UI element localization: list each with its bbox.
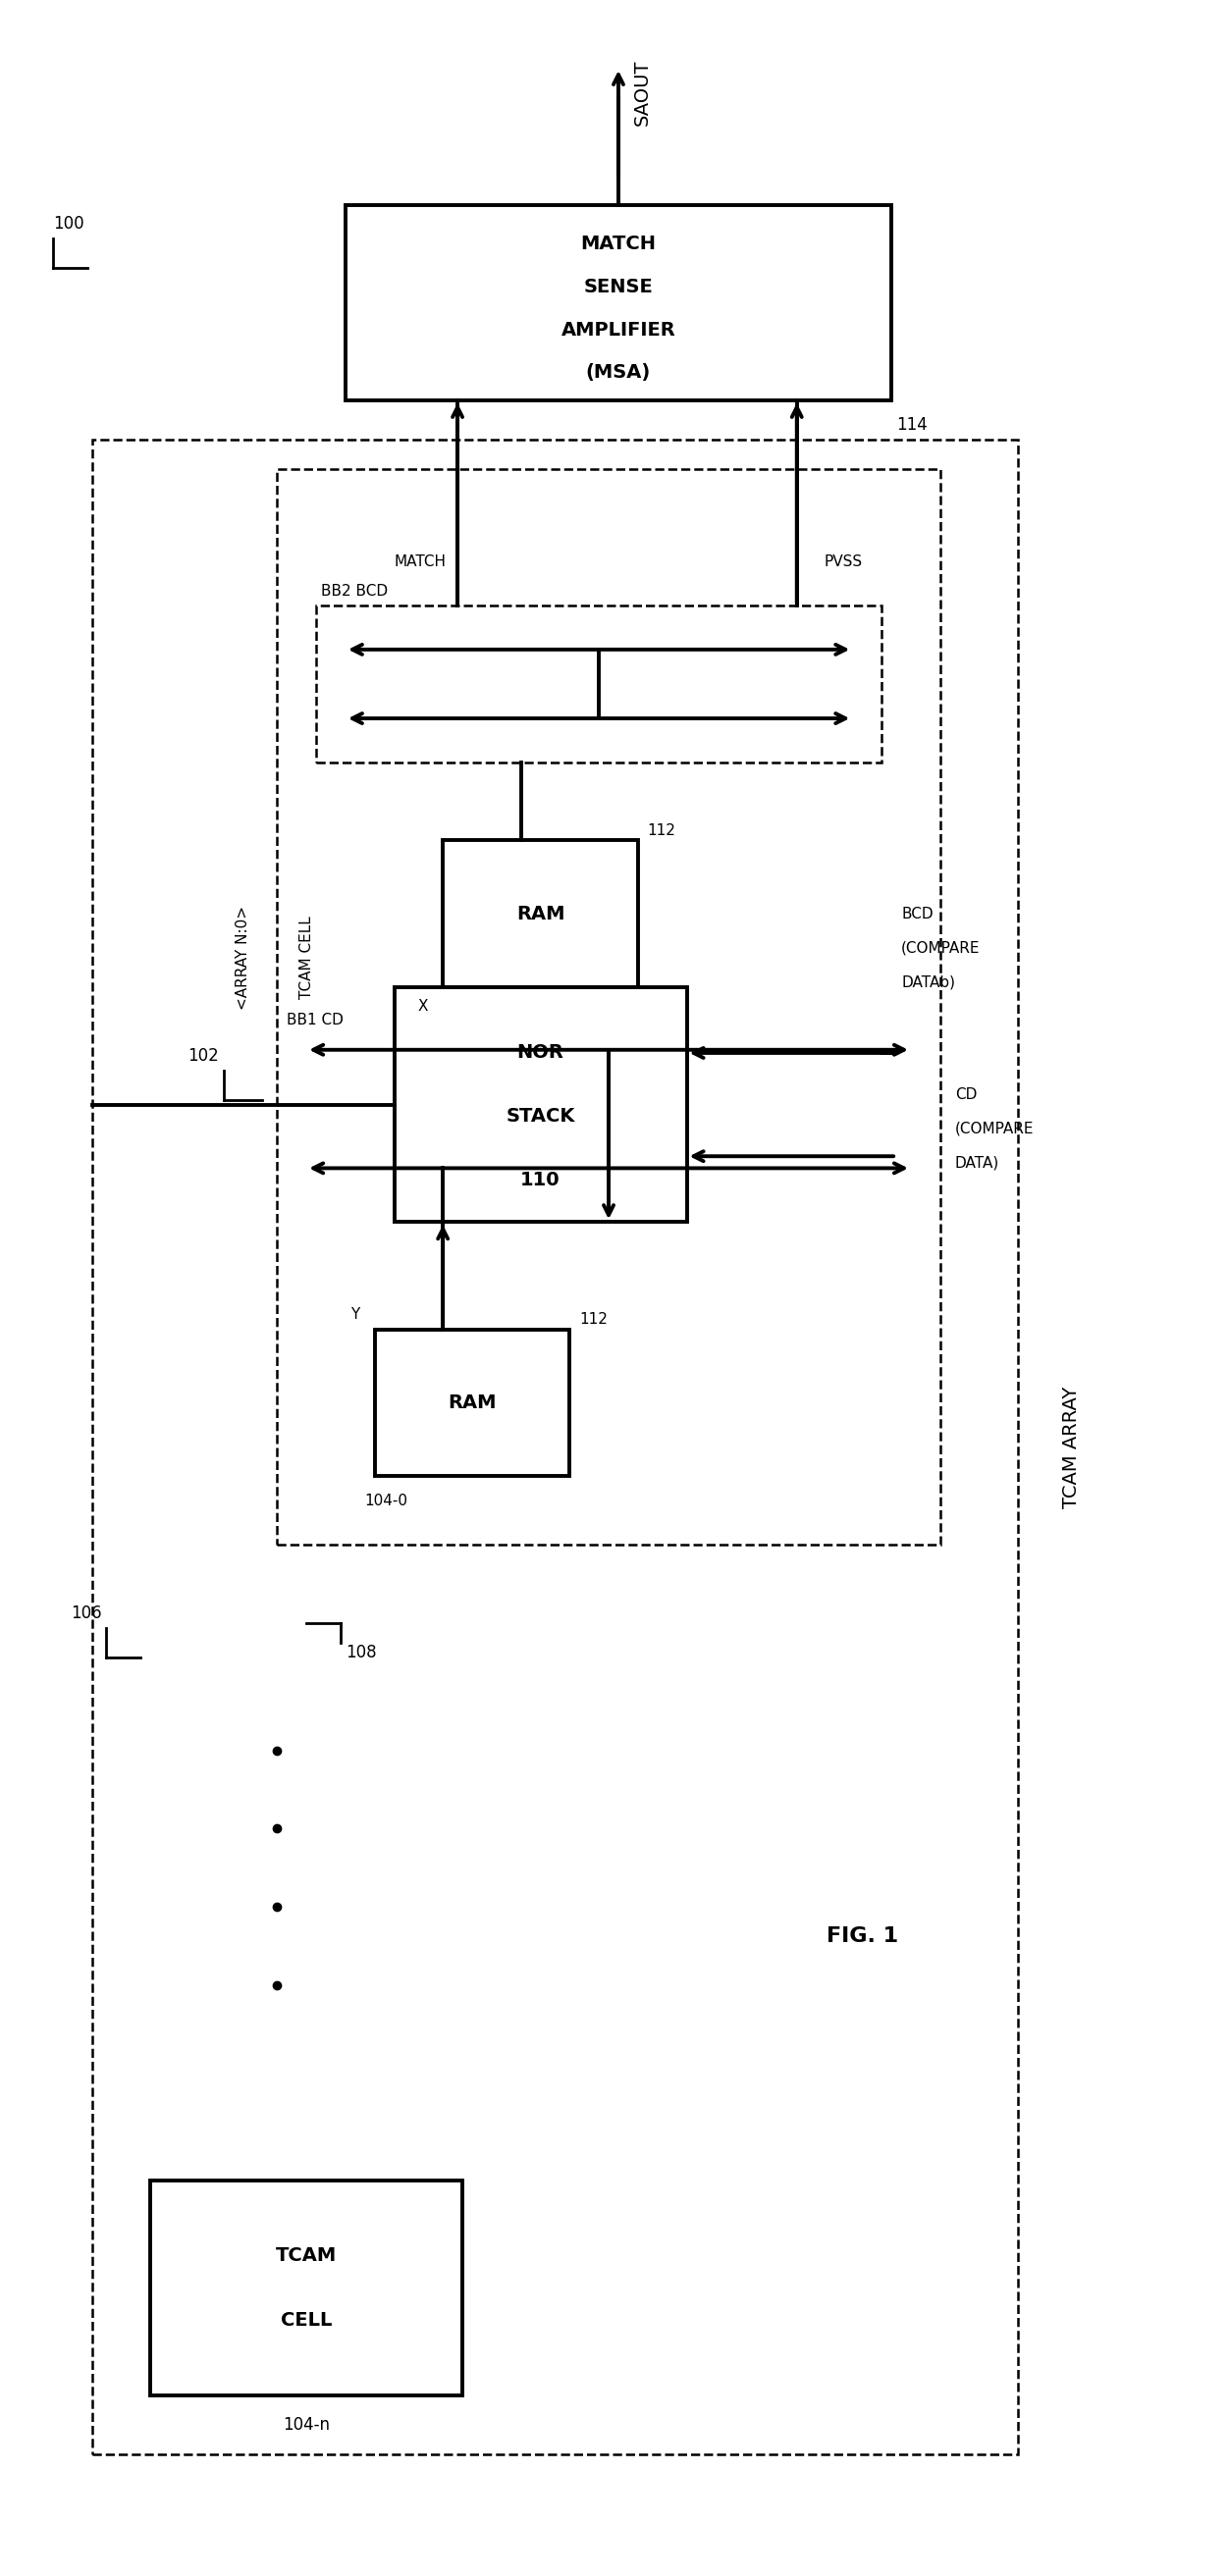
Bar — [375, 1329, 570, 1476]
Text: STACK: STACK — [506, 1108, 575, 1126]
Text: TCAM ARRAY: TCAM ARRAY — [1062, 1386, 1081, 1507]
Text: DATAb): DATAb) — [901, 974, 955, 989]
Text: RAM: RAM — [448, 1394, 496, 1412]
Text: (COMPARE: (COMPARE — [955, 1121, 1034, 1136]
Text: X: X — [418, 999, 429, 1015]
Text: MATCH: MATCH — [394, 554, 446, 569]
Bar — [316, 605, 882, 762]
Text: TCAM CELL: TCAM CELL — [298, 917, 313, 999]
Text: 104-n: 104-n — [282, 2416, 330, 2434]
Text: 108: 108 — [345, 1643, 377, 1662]
Text: CD: CD — [955, 1087, 976, 1103]
Text: 104-0: 104-0 — [365, 1494, 408, 1507]
Text: <ARRAY N:0>: <ARRAY N:0> — [236, 907, 251, 1010]
Bar — [345, 204, 892, 399]
Text: (COMPARE: (COMPARE — [901, 940, 980, 956]
Text: SAOUT: SAOUT — [632, 59, 652, 126]
Text: SENSE: SENSE — [583, 278, 653, 296]
Text: PVSS: PVSS — [824, 554, 862, 569]
Text: FIG. 1: FIG. 1 — [826, 1927, 898, 1945]
Text: BB2 BCD: BB2 BCD — [321, 585, 388, 598]
Text: 102: 102 — [188, 1046, 219, 1064]
Text: CELL: CELL — [281, 2311, 332, 2329]
Text: (MSA): (MSA) — [586, 363, 651, 381]
Text: DATA): DATA) — [955, 1157, 1000, 1170]
Text: 110: 110 — [521, 1170, 560, 1190]
Text: BCD: BCD — [901, 907, 933, 922]
Bar — [92, 440, 1018, 2455]
Text: NOR: NOR — [517, 1043, 564, 1061]
Text: 114: 114 — [896, 415, 927, 433]
Bar — [394, 987, 686, 1221]
Text: 112: 112 — [580, 1311, 608, 1327]
Text: TCAM: TCAM — [276, 2246, 336, 2264]
Text: 106: 106 — [70, 1605, 102, 1623]
Bar — [443, 840, 637, 987]
Text: 100: 100 — [53, 216, 84, 232]
Text: RAM: RAM — [516, 904, 565, 922]
Text: Y: Y — [351, 1309, 360, 1321]
Bar — [278, 469, 941, 1546]
Text: 112: 112 — [647, 824, 675, 837]
Bar — [150, 2182, 463, 2396]
Text: BB1 CD: BB1 CD — [287, 1012, 344, 1028]
Text: AMPLIFIER: AMPLIFIER — [561, 319, 675, 340]
Text: MATCH: MATCH — [581, 234, 656, 252]
